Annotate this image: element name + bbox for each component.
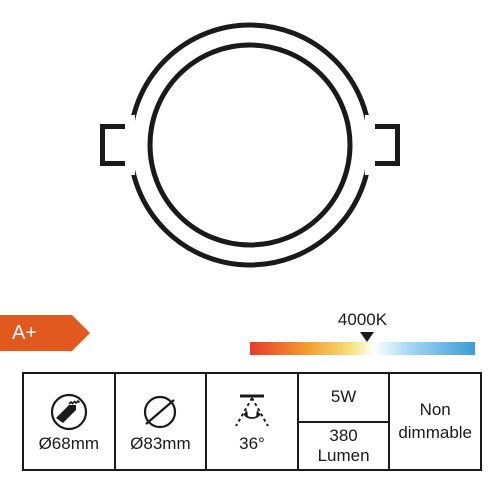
- lumen-unit: Lumen: [318, 446, 370, 466]
- diameter-value: Ø83mm: [130, 434, 190, 454]
- beam-angle-icon: [224, 389, 280, 434]
- spec-power-lumen: 5W 380 Lumen: [299, 374, 391, 469]
- cutout-value: Ø68mm: [39, 434, 99, 454]
- lumen-value: 380: [329, 426, 357, 446]
- power-value: 5W: [299, 374, 389, 423]
- dimmable-line1: Non: [398, 399, 472, 421]
- spec-dimmable: Non dimmable: [390, 374, 480, 469]
- product-diagram: [0, 0, 500, 290]
- kelvin-pointer-icon: [360, 332, 374, 342]
- diameter-icon: [137, 389, 183, 434]
- energy-rating: A+: [12, 322, 37, 345]
- spec-table: Ø68mm Ø83mm 36° 5W 380 Lumen: [22, 372, 482, 471]
- spec-diameter: Ø83mm: [116, 374, 208, 469]
- energy-badge: A+: [0, 315, 72, 351]
- dimmable-line2: dimmable: [398, 422, 472, 444]
- spec-cutout: Ø68mm: [24, 374, 116, 469]
- spec-beam: 36°: [207, 374, 299, 469]
- kelvin-label: 4000K: [250, 310, 475, 330]
- badge-row: A+ 4000K: [0, 310, 500, 355]
- kelvin-gradient-bar: [250, 342, 475, 355]
- inner-ring: [148, 43, 353, 248]
- beam-value: 36°: [239, 434, 265, 454]
- color-temp-indicator: 4000K: [250, 310, 475, 355]
- saw-icon: [46, 389, 92, 434]
